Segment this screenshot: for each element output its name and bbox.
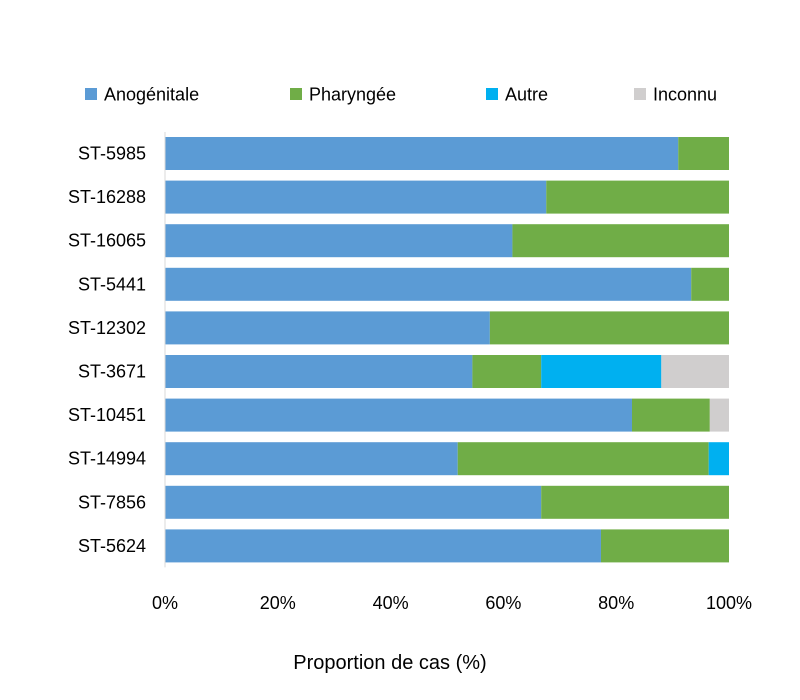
bar-st-5441-anogenitale [165,267,692,301]
bar-st-7856-anogenitale [165,485,542,519]
legend-swatch [290,88,302,100]
bar-st-5441-pharyngee [691,267,729,301]
bar-st-5624-pharyngee [600,529,729,563]
legend-label: Anogénitale [104,85,199,105]
legend-swatch [634,88,646,100]
bar-st-5624-anogenitale [165,529,601,563]
bar-st-7856-pharyngee [541,485,729,519]
bar-st-14994-pharyngee [457,442,709,476]
bar-st-16288-anogenitale [165,180,547,214]
x-tick-label: 20% [260,593,296,613]
x-axis-tick-labels: 0% 20% 40% 60% 80% 100% [152,593,752,613]
y-tick-label: ST-5985 [78,144,146,164]
bar-st-10451-anogenitale [165,398,632,432]
legend-item-autre: Autre [486,85,548,105]
bar-st-12302-anogenitale [165,311,490,345]
legend-swatch [486,88,498,100]
bar-st-14994-anogenitale [165,442,458,476]
bar-st-3671-anogenitale [165,355,473,388]
x-tick-label: 40% [373,593,409,613]
bar-st-5985-anogenitale [165,137,679,170]
x-tick-label: 60% [485,593,521,613]
bar-st-3671-autre [541,355,662,388]
y-tick-label: ST-5624 [78,536,146,556]
x-tick-label: 100% [706,593,752,613]
x-axis-title: Proportion de cas (%) [293,652,486,674]
y-tick-label: ST-5441 [78,274,146,294]
legend-swatch [85,88,97,100]
bar-st-16065-pharyngee [512,224,729,258]
y-tick-label: ST-3671 [78,362,146,382]
bar-st-3671-inconnu [661,355,729,388]
bar-st-10451-inconnu [709,398,729,432]
legend-label: Inconnu [653,85,717,105]
x-tick-label: 0% [152,593,178,613]
y-tick-label: ST-14994 [68,449,146,469]
legend: Anogénitale Pharyngée Autre Inconnu [85,85,717,105]
legend-label: Autre [505,85,548,105]
bar-st-5985-pharyngee [678,137,729,170]
bar-st-3671-pharyngee [472,355,542,388]
y-tick-label: ST-12302 [68,318,146,338]
y-tick-label: ST-16065 [68,231,146,251]
bar-st-10451-pharyngee [631,398,710,432]
y-tick-label: ST-7856 [78,492,146,512]
x-tick-label: 80% [598,593,634,613]
legend-label: Pharyngée [309,85,396,105]
legend-item-anogenitale: Anogénitale [85,85,199,105]
bar-st-16288-pharyngee [546,180,729,214]
bar-st-12302-pharyngee [489,311,729,345]
legend-item-pharyngee: Pharyngée [290,85,396,105]
legend-item-inconnu: Inconnu [634,85,717,105]
y-axis-labels: ST-5985 ST-16288 ST-16065 ST-5441 ST-12302 ST… [68,144,146,556]
bar-st-14994-autre [708,442,729,476]
plot-area [165,137,729,563]
bar-st-16065-anogenitale [165,224,513,258]
y-tick-label: ST-16288 [68,187,146,207]
y-tick-label: ST-10451 [68,405,146,425]
